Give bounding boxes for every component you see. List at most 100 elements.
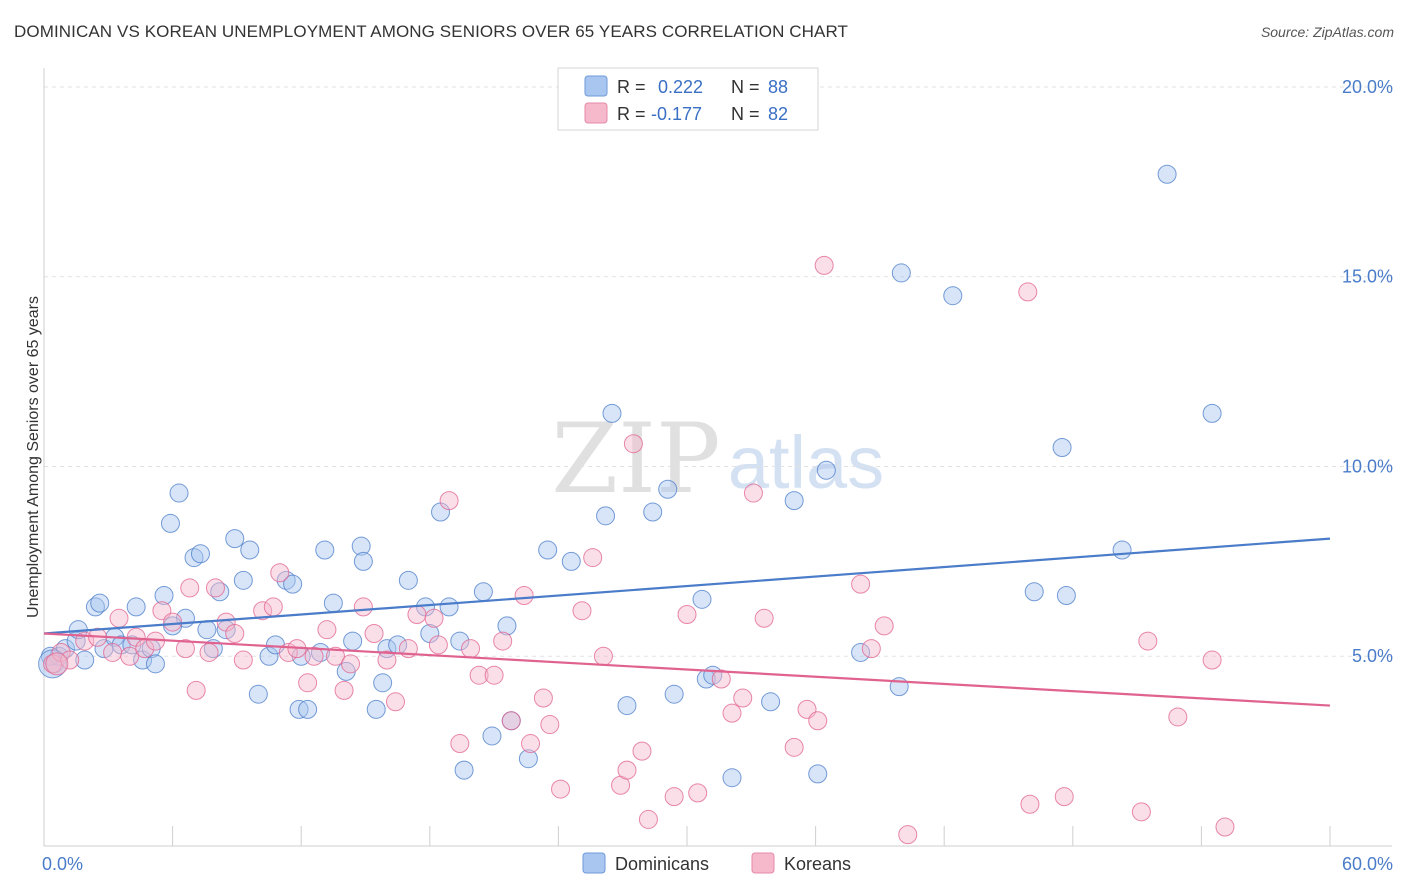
dominicans-point — [315, 540, 335, 560]
koreans-point — [377, 650, 397, 670]
watermark-atlas: atlas — [728, 421, 884, 504]
koreans-point — [353, 597, 373, 617]
koreans-point — [1020, 794, 1040, 814]
koreans-point — [540, 715, 560, 735]
koreans-point — [163, 612, 183, 632]
koreans-point — [334, 680, 354, 700]
gridlines — [44, 86, 1392, 657]
dominicans-point — [75, 650, 95, 670]
legend-r-value-1: 0.222 — [658, 77, 703, 97]
koreans-point — [874, 616, 894, 636]
koreans-point — [1202, 650, 1222, 670]
dominicans-point — [126, 597, 146, 617]
koreans-point — [754, 608, 774, 628]
x-ticks — [172, 826, 1331, 846]
source-label: Source: ZipAtlas.com — [1260, 24, 1394, 40]
koreans-trend-line — [43, 632, 1331, 707]
koreans-point — [743, 483, 763, 503]
dominicans-point — [891, 263, 911, 283]
dominicans-point — [225, 529, 245, 549]
axes — [43, 68, 1392, 847]
koreans-point — [583, 548, 603, 568]
koreans-point — [688, 783, 708, 803]
koreans-point — [180, 578, 200, 598]
dominicans-point — [658, 479, 678, 499]
dominicans-point — [482, 726, 502, 746]
koreans-point — [814, 255, 834, 275]
koreans-point — [439, 491, 459, 511]
dominicans-point — [692, 589, 712, 609]
koreans-point — [186, 680, 206, 700]
koreans-point — [304, 646, 324, 666]
dominicans-point — [240, 540, 260, 560]
legend-r-label-2: R = — [617, 104, 646, 124]
y-tick-label: 20.0% — [1342, 77, 1393, 97]
dominicans-point — [351, 536, 371, 556]
koreans-point — [521, 734, 541, 754]
koreans-point — [808, 711, 828, 731]
dominicans-point — [283, 574, 303, 594]
koreans-point — [1168, 707, 1188, 727]
koreans-point — [120, 646, 140, 666]
dominicans-point — [538, 540, 558, 560]
dominicans-point — [1024, 582, 1044, 602]
koreans-point — [407, 604, 427, 624]
koreans-point — [340, 654, 360, 674]
dominicans-point — [343, 631, 363, 651]
koreans-point — [270, 563, 290, 583]
dominicans-point — [602, 403, 622, 423]
dominicans-point — [90, 593, 110, 613]
y-tick-labels: 5.0% 10.0% 15.0% 20.0% — [1342, 77, 1393, 666]
koreans-point — [593, 646, 613, 666]
koreans-point — [484, 665, 504, 685]
dominicans-point — [298, 699, 318, 719]
koreans-point — [109, 608, 129, 628]
koreans-point — [638, 809, 658, 829]
dominicans-point — [439, 597, 459, 617]
dominicans-point — [561, 551, 581, 571]
koreans-point — [722, 703, 742, 723]
dominicans-point — [145, 654, 165, 674]
koreans-point — [205, 578, 225, 598]
legend-swatch-dominicans — [584, 75, 608, 97]
chart-title: DOMINICAN VS KOREAN UNEMPLOYMENT AMONG S… — [14, 22, 849, 41]
koreans-point — [533, 688, 553, 708]
koreans-point — [428, 635, 448, 655]
koreans-points — [43, 255, 1235, 845]
dominicans-point — [518, 749, 538, 769]
dominicans-point — [1157, 164, 1177, 184]
legend-n-label-1: N = — [731, 77, 760, 97]
dominicans-point — [473, 582, 493, 602]
legend-n-value-1: 88 — [768, 77, 788, 97]
series-legend-swatch-dominicans — [582, 852, 606, 874]
dominicans-point — [323, 593, 343, 613]
y-axis-label: Unemployment Among Seniors over 65 years — [25, 296, 42, 618]
dominicans-point — [643, 502, 663, 522]
dominicans-point — [450, 631, 470, 651]
koreans-point — [493, 631, 513, 651]
dominicans-point — [454, 760, 474, 780]
dominicans-point — [497, 616, 517, 636]
koreans-point — [1131, 802, 1151, 822]
dominicans-point — [596, 506, 616, 526]
dominicans-point — [943, 286, 963, 306]
koreans-point — [861, 639, 881, 659]
dominicans-point — [1202, 403, 1222, 423]
koreans-point — [103, 642, 123, 662]
koreans-point — [1054, 787, 1074, 807]
koreans-point — [784, 737, 804, 757]
koreans-point — [469, 665, 489, 685]
dominicans-point — [366, 699, 386, 719]
x-tick-label-min: 0.0% — [42, 854, 83, 874]
koreans-point — [1215, 817, 1235, 837]
koreans-point — [898, 825, 918, 845]
dominicans-point — [373, 673, 393, 693]
koreans-point — [325, 646, 345, 666]
koreans-point — [233, 650, 253, 670]
y-tick-label: 15.0% — [1342, 267, 1393, 287]
koreans-point — [364, 623, 384, 643]
koreans-point — [514, 586, 534, 606]
koreans-point — [199, 642, 219, 662]
dominicans-trend-line — [43, 537, 1331, 635]
trend-lines — [43, 537, 1331, 707]
